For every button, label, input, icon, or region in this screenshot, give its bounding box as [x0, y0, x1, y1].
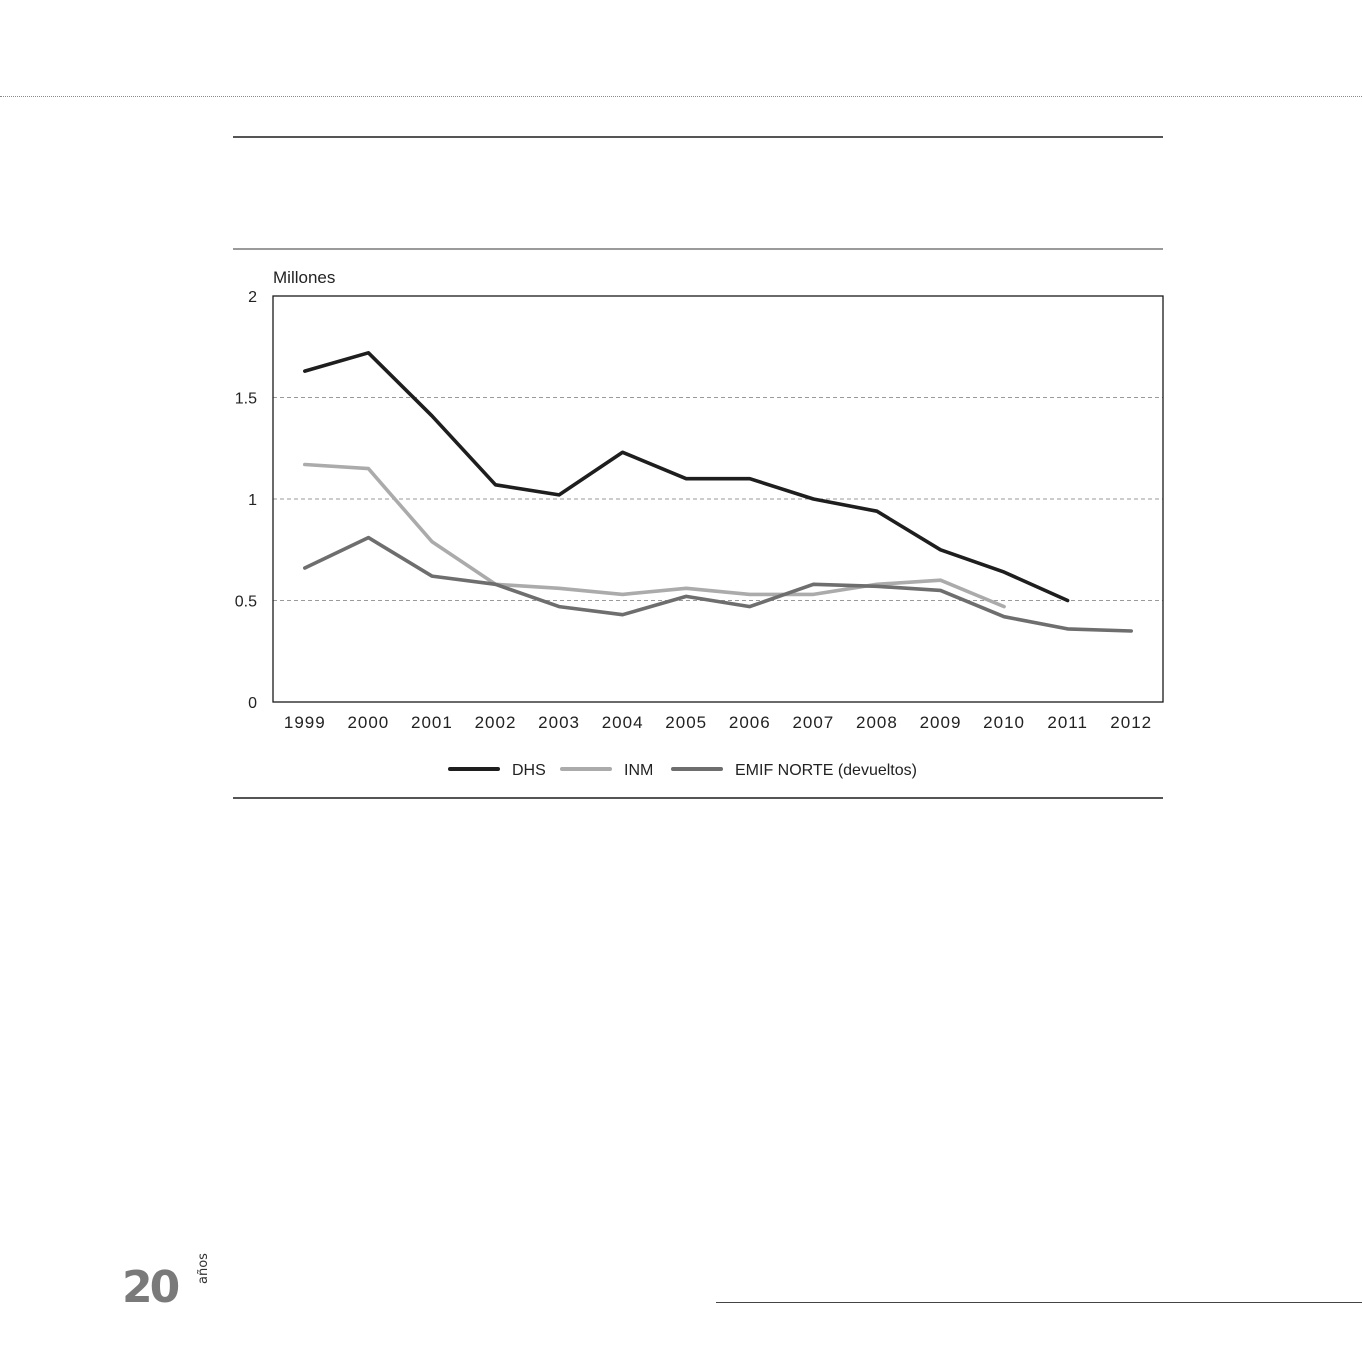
footer-rule — [716, 1302, 1362, 1303]
x-tick-label: 2008 — [856, 713, 898, 732]
x-tick-label: 2004 — [602, 713, 644, 732]
legend-label: INM — [624, 762, 653, 779]
x-tick-label: 2010 — [983, 713, 1025, 732]
y-tick-label: 2 — [248, 289, 257, 306]
top-dotted-rule — [0, 96, 1362, 97]
series-line-emif-norte-devueltos- — [302, 535, 1133, 633]
legend: DHS INM EMIF NORTE (devueltos) — [448, 762, 917, 779]
axis-layer: 0 0.5 1 1.5 2 1999 2000 2001 2002 2003 2004 2005 200… — [235, 289, 1152, 732]
legend-label: EMIF NORTE (devueltos) — [735, 762, 917, 779]
legend-label: DHS — [512, 762, 546, 779]
x-tick-label: 2007 — [792, 713, 834, 732]
figure-title-rule — [233, 248, 1163, 250]
figure-bottom-rule — [233, 797, 1163, 799]
y-tick-label: 0 — [248, 695, 257, 712]
logo-word: años — [196, 1253, 211, 1284]
plot-frame — [272, 295, 1164, 703]
x-tick-label: 2012 — [1110, 713, 1152, 732]
y-tick-label: 1 — [248, 492, 257, 509]
y-tick-label: 0.5 — [235, 594, 257, 611]
series-line-dhs — [302, 350, 1070, 603]
figure-top-rule — [233, 136, 1163, 138]
x-tick-label: 2009 — [920, 713, 962, 732]
logo-number: 20 — [122, 1262, 180, 1313]
y-axis-label: Millones — [273, 268, 335, 287]
x-tick-label: 2000 — [347, 713, 389, 732]
x-tick-label: 2006 — [729, 713, 771, 732]
logo-20-anos: 20 años — [122, 1253, 212, 1313]
series-line-inm — [302, 462, 1006, 609]
x-tick-label: 2003 — [538, 713, 580, 732]
x-tick-label: 2002 — [475, 713, 517, 732]
series-layer — [302, 350, 1133, 633]
x-tick-label: 1999 — [284, 713, 326, 732]
x-tick-label: 2011 — [1047, 713, 1088, 732]
x-tick-label: 2001 — [411, 713, 453, 732]
grid-layer — [273, 397, 1163, 601]
y-tick-label: 1.5 — [235, 391, 257, 408]
x-tick-label: 2005 — [665, 713, 707, 732]
